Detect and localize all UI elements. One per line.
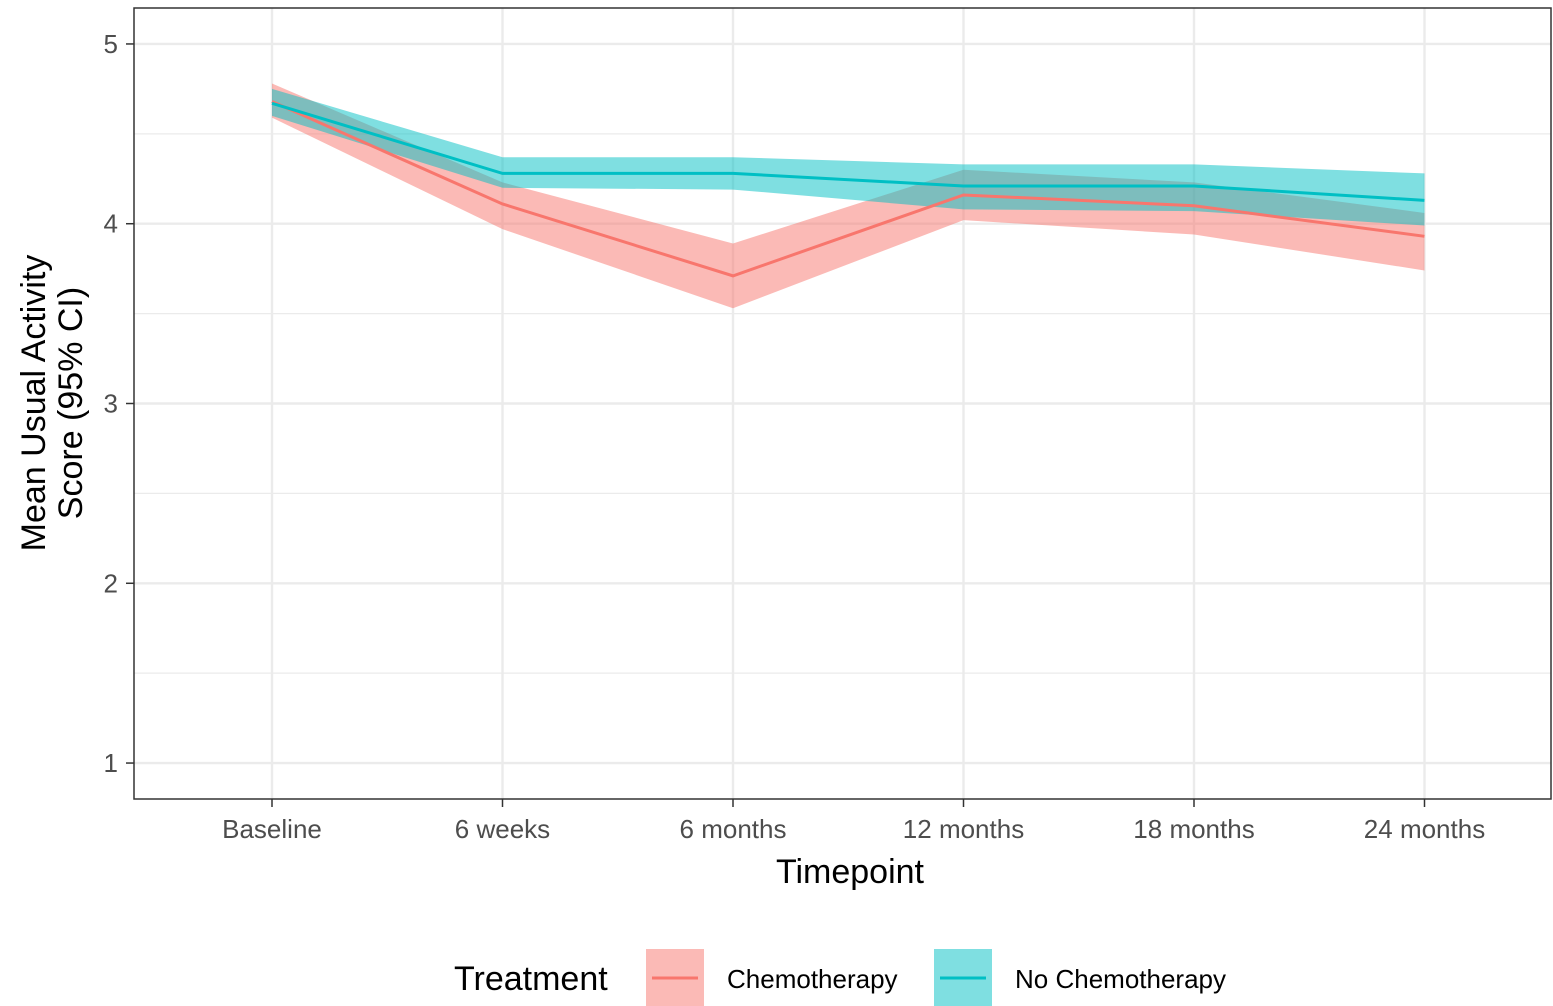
confidence-bands [272,83,1425,309]
legend-item-no-chemotherapy: No Chemotherapy [934,949,1226,1006]
line-no-chemotherapy [271,101,1425,202]
legend-label-chemotherapy: Chemotherapy [727,964,898,994]
y-axis: 1 2 3 4 5 [104,29,134,778]
legend-label-no-chemotherapy: No Chemotherapy [1015,964,1226,994]
x-tick-label: 6 months [680,814,787,844]
y-tick-label: 1 [104,748,118,778]
y-axis-title: Mean Usual Activity Score (95% CI) [15,255,90,552]
line-chemotherapy [271,100,1425,278]
ci-band-no-chemotherapy [272,88,1425,226]
y-tick-label: 3 [104,389,118,419]
y-axis-title-line-2: Score (95% CI) [52,287,90,519]
y-tick-label: 5 [104,29,118,59]
y-axis-title-line-1: Mean Usual Activity [15,255,53,552]
series-lines [271,100,1425,278]
x-axis-title: Timepoint [776,853,925,891]
x-axis: Baseline 6 weeks 6 months 12 months 18 month… [222,799,1485,844]
legend: Treatment Chemotherapy No Chemotherapy [454,949,1226,1006]
y-tick-label: 4 [104,209,118,239]
y-tick-label: 2 [104,568,118,598]
major-gridlines [134,8,1551,799]
legend-title: Treatment [454,960,608,998]
legend-item-chemotherapy: Chemotherapy [646,949,898,1006]
x-tick-label: 12 months [903,814,1024,844]
x-tick-label: 18 months [1133,814,1254,844]
x-tick-label: 6 weeks [455,814,550,844]
x-tick-label: 24 months [1364,814,1485,844]
x-tick-label: Baseline [222,814,322,844]
